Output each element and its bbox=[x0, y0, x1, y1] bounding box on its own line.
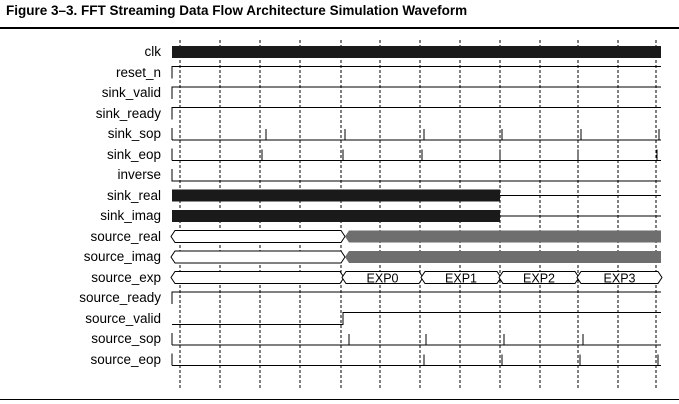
source-exp-segment-2 bbox=[341, 271, 424, 284]
signal-label-source-eop: source_eop bbox=[90, 351, 161, 367]
signal-label-source-valid: source_valid bbox=[85, 310, 161, 326]
signal-label-sink-eop: sink_eop bbox=[106, 146, 161, 162]
source-real-undefined-bus bbox=[170, 230, 346, 243]
source-exp-segment-5 bbox=[576, 271, 663, 284]
sink-imag-bus bbox=[172, 210, 500, 222]
inverse-waveform bbox=[171, 169, 661, 182]
sink-real-bus bbox=[172, 189, 500, 202]
source-exp-segment-4 bbox=[498, 271, 580, 284]
signal-label-source-sop: source_sop bbox=[91, 331, 161, 346]
reset-n-waveform bbox=[171, 66, 661, 79]
source-exp-label-exp2: EXP2 bbox=[523, 272, 555, 286]
signal-label-clk: clk bbox=[144, 44, 162, 59]
sink-valid-waveform bbox=[171, 86, 661, 99]
source-ready-waveform bbox=[171, 291, 661, 304]
source-real-valid-bus bbox=[345, 230, 661, 243]
bottom-rule bbox=[0, 399, 679, 400]
figure-title: Figure 3–3. FFT Streaming Data Flow Arch… bbox=[6, 3, 468, 18]
source-exp-segment-1 bbox=[170, 271, 345, 284]
source-exp-label-exp1: EXP1 bbox=[445, 272, 477, 286]
signal-label-source-real: source_real bbox=[90, 228, 161, 244]
sink-ready-waveform bbox=[171, 107, 661, 120]
source-exp-label-exp0: EXP0 bbox=[367, 272, 399, 286]
source-imag-undefined-bus bbox=[170, 250, 346, 264]
signal-label-sink-sop: sink_sop bbox=[107, 126, 161, 141]
signal-label-source-ready: source_ready bbox=[79, 290, 161, 305]
clk-waveform bbox=[172, 46, 661, 58]
signal-label-sink-ready: sink_ready bbox=[95, 105, 161, 121]
signal-label-source-imag: source_imag bbox=[83, 249, 161, 264]
source-exp-label-exp3: EXP3 bbox=[604, 272, 636, 286]
source-exp-segment-3 bbox=[420, 271, 502, 284]
signal-label-sink-real: sink_real bbox=[106, 187, 161, 203]
signal-label-sink-valid: sink_valid bbox=[101, 85, 161, 100]
signal-label-inverse: inverse bbox=[117, 167, 161, 182]
source-imag-valid-bus bbox=[345, 251, 661, 263]
title-rule bbox=[0, 27, 679, 29]
signal-label-source-exp: source_exp bbox=[91, 269, 161, 285]
signal-label-reset-n: reset_n bbox=[115, 64, 161, 80]
signal-label-sink-imag: sink_imag bbox=[100, 208, 161, 223]
source-valid-waveform bbox=[172, 312, 661, 325]
